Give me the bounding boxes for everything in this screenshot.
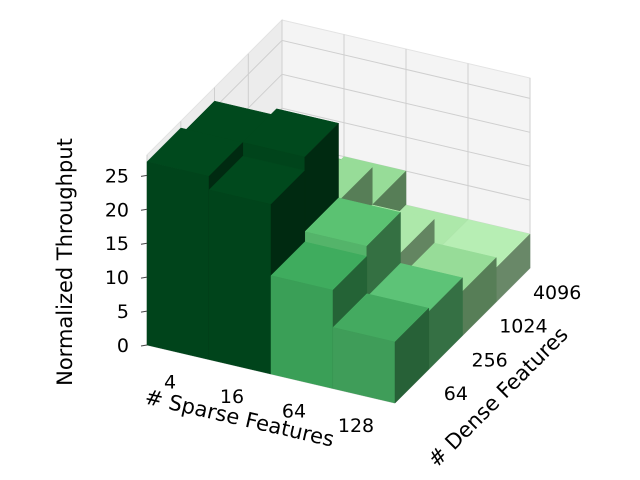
z-tick-mark [140,174,148,177]
z-tick-mark [140,208,148,211]
bar-front-face [270,275,334,389]
y-tick-label: 4096 [533,282,581,304]
bar-front-face [208,189,272,375]
bars-group [146,100,531,404]
z-tick-mark [140,242,148,245]
z-tick-mark [140,310,148,313]
bar-side-face [394,307,430,404]
z-tick-mark [140,276,148,279]
z-tick-label: 15 [105,233,129,255]
y-tick-label: 64 [444,383,468,405]
y-tick-label: 256 [471,349,507,371]
x-tick-label: 16 [220,386,244,408]
bar [332,293,430,404]
x-tick-label: 128 [338,415,374,437]
y-tick-label: 1024 [499,316,547,338]
z-tick-label: 20 [105,199,129,221]
z-tick-label: 10 [105,267,129,289]
z-tick-label: 0 [117,335,129,357]
bar-front-face [146,161,210,360]
z-tick-label: 25 [105,165,129,187]
x-tick-label: 64 [282,400,306,422]
z-axis-label: Normalized Throughput [53,138,77,386]
z-tick-mark [140,344,148,347]
z-tick-label: 5 [117,301,129,323]
x-tick-label: 4 [164,371,176,393]
